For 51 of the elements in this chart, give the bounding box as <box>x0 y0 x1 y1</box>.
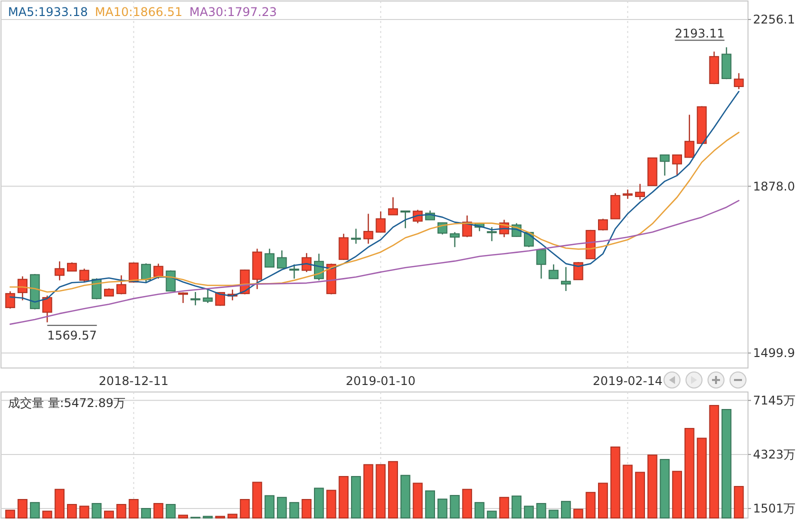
y-tick-label: 1878.0 <box>753 179 795 194</box>
text: MA30:1797.23 <box>189 5 277 19</box>
x-tick-label: 2018-12-11 <box>98 374 169 388</box>
annotation: 1569.57 <box>47 328 97 342</box>
candlestick <box>450 232 460 248</box>
candlestick <box>400 210 410 229</box>
candlestick <box>560 266 571 292</box>
y-tick-label: 7145万 <box>753 393 796 408</box>
candlestick <box>18 276 28 301</box>
y-tick-label: 1501万 <box>753 501 796 516</box>
candlestick <box>153 263 164 280</box>
x-tick-label: 2019-02-14 <box>592 374 663 388</box>
candlestick <box>536 248 546 280</box>
candlestick <box>660 154 670 176</box>
candlestick <box>289 264 300 280</box>
candlestick <box>635 183 645 200</box>
annotation: 2193.11 <box>674 26 724 40</box>
candlestick <box>598 218 608 232</box>
text: MA5:1933.18 <box>8 5 88 19</box>
candlestick <box>610 192 620 220</box>
candlestick <box>573 261 584 280</box>
candlestick <box>264 248 274 268</box>
candlestick <box>672 154 682 176</box>
line-series <box>10 132 740 293</box>
y-tick-label: 1499.9 <box>753 346 795 360</box>
candlestick <box>302 252 312 273</box>
candlestick <box>5 290 16 310</box>
y-tick-label: 2256.1 <box>753 12 795 26</box>
candlestick <box>79 268 90 284</box>
candlestick <box>388 196 398 216</box>
candlestick <box>684 114 694 158</box>
text: MA10:1866.51 <box>94 5 182 19</box>
candlestick <box>202 288 213 304</box>
candlestick <box>116 274 126 295</box>
candlestick <box>42 294 52 323</box>
candlestick <box>548 264 559 280</box>
candlestick <box>376 210 386 234</box>
candlestick <box>215 292 226 306</box>
candlestick <box>734 72 744 90</box>
candlestick <box>190 291 200 306</box>
chart-title: 成交量 量:5472.89万 <box>8 396 126 410</box>
line-series <box>10 200 740 325</box>
y-tick-label: 4323万 <box>753 447 796 462</box>
candlestick <box>351 228 361 244</box>
candlestick <box>363 213 374 244</box>
candlestick <box>486 226 497 242</box>
x-tick-label: 2019-01-10 <box>346 374 416 388</box>
candlestick <box>338 233 349 260</box>
candlestick <box>276 250 287 269</box>
candlestick <box>54 260 65 281</box>
candlestick <box>141 262 151 283</box>
